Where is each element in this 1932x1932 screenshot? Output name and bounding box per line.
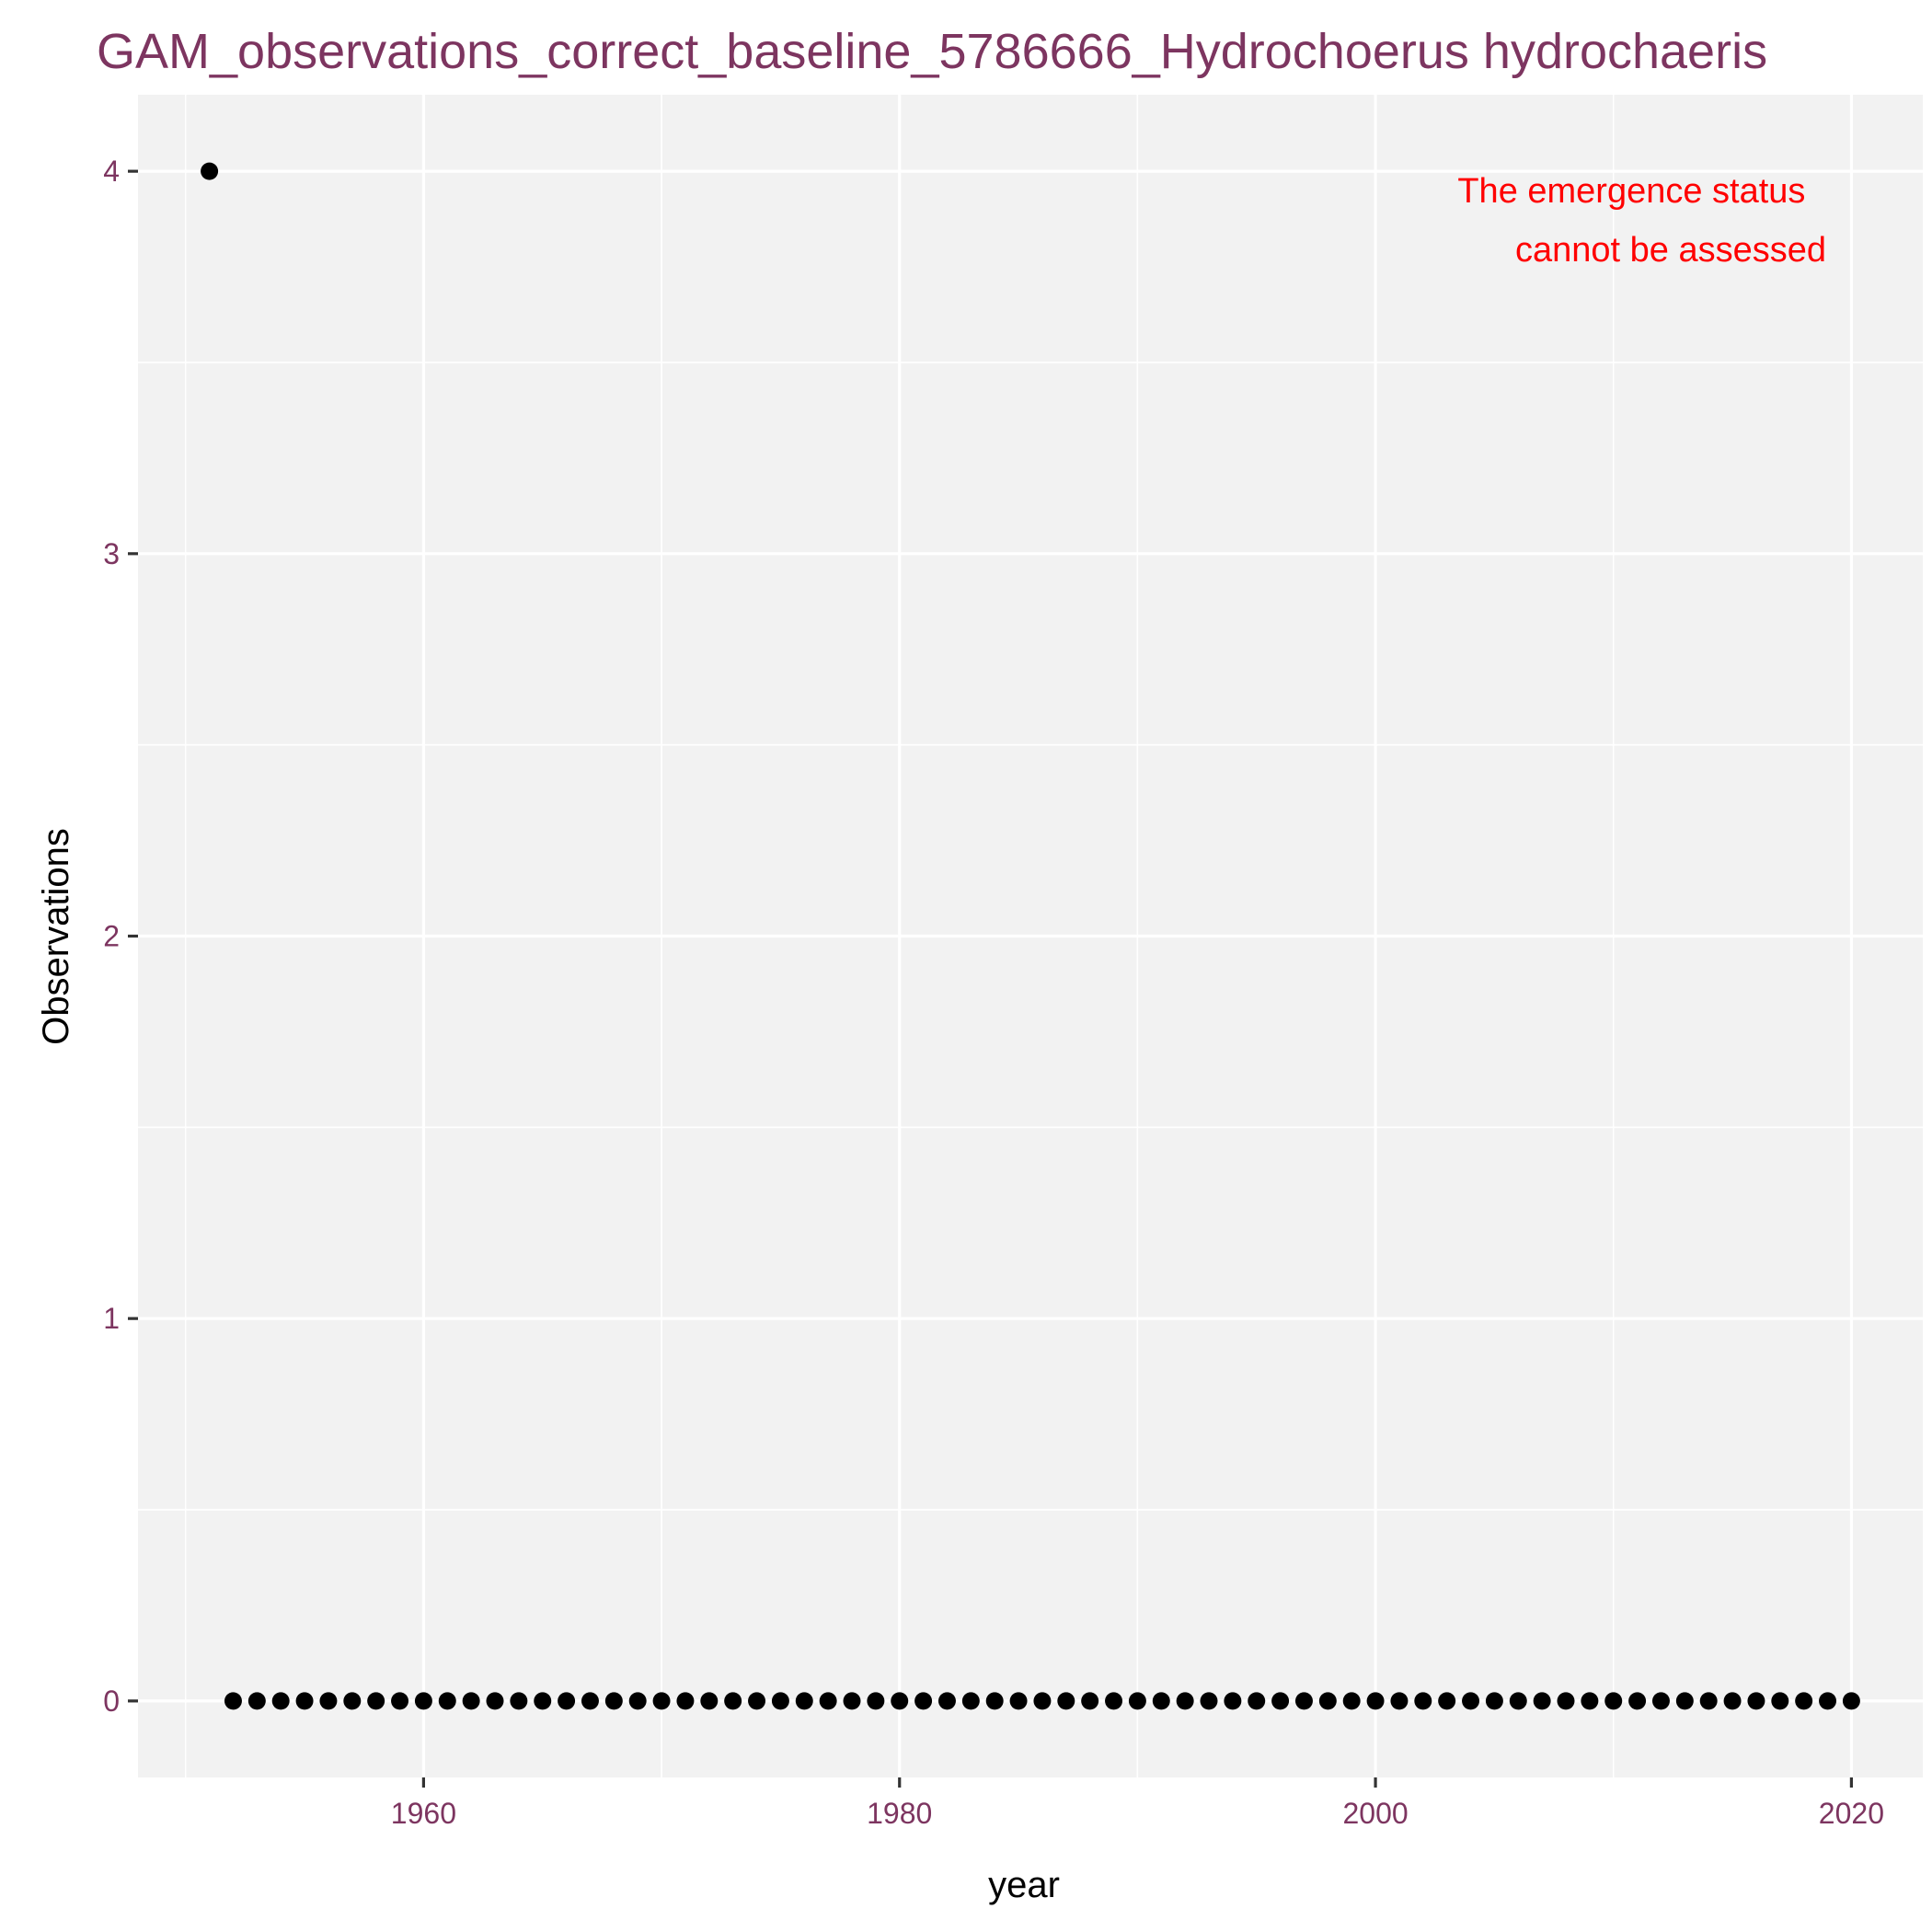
data-point — [271, 1692, 290, 1710]
data-point — [985, 1692, 1004, 1710]
x-tick-label: 1980 — [867, 1797, 932, 1830]
data-point — [771, 1692, 789, 1710]
data-point — [1699, 1692, 1718, 1710]
data-point — [391, 1692, 409, 1710]
y-tick-label: 1 — [103, 1302, 120, 1335]
x-tick-label: 2000 — [1342, 1797, 1408, 1830]
data-point — [534, 1692, 552, 1710]
data-point — [486, 1692, 504, 1710]
data-point — [1366, 1692, 1385, 1710]
data-point — [1628, 1692, 1647, 1710]
data-point — [343, 1692, 362, 1710]
data-point — [1723, 1692, 1742, 1710]
annotation-line-1: The emergence status — [1457, 172, 1805, 211]
data-point — [1318, 1692, 1337, 1710]
data-point — [1033, 1692, 1052, 1710]
data-point — [1128, 1692, 1146, 1710]
data-point — [1081, 1692, 1099, 1710]
data-point — [414, 1692, 432, 1710]
annotation-line-2: cannot be assessed — [1515, 231, 1826, 270]
data-point — [1438, 1692, 1456, 1710]
data-point — [1105, 1692, 1123, 1710]
emergence-annotation: The emergence status cannot be assessed — [1457, 172, 1826, 270]
data-point — [201, 162, 219, 180]
data-point — [581, 1692, 599, 1710]
data-points — [201, 162, 1860, 1710]
y-axis: 0 1 2 3 4 — [103, 155, 138, 1718]
data-point — [1581, 1692, 1599, 1710]
data-point — [867, 1692, 885, 1710]
data-point — [937, 1692, 956, 1710]
data-point — [1390, 1692, 1409, 1710]
data-point — [1176, 1692, 1194, 1710]
data-point — [1248, 1692, 1266, 1710]
y-tick-label: 4 — [103, 155, 120, 188]
y-axis-title: Observations — [36, 828, 76, 1045]
data-point — [1414, 1692, 1432, 1710]
data-point — [628, 1692, 647, 1710]
data-point — [462, 1692, 480, 1710]
data-point — [367, 1692, 385, 1710]
data-point — [961, 1692, 980, 1710]
data-point — [1795, 1692, 1813, 1710]
data-point — [247, 1692, 266, 1710]
chart-title: GAM_observations_correct_baseline_578666… — [97, 24, 1767, 79]
data-point — [1342, 1692, 1361, 1710]
data-point — [748, 1692, 766, 1710]
data-point — [1557, 1692, 1575, 1710]
x-tick-label: 2020 — [1819, 1797, 1884, 1830]
data-point — [1271, 1692, 1290, 1710]
data-point — [1200, 1692, 1218, 1710]
y-tick-label: 0 — [103, 1685, 120, 1718]
data-point — [1604, 1692, 1623, 1710]
data-point — [1009, 1692, 1028, 1710]
data-point — [1057, 1692, 1075, 1710]
data-point — [1533, 1692, 1551, 1710]
data-point — [224, 1692, 242, 1710]
x-tick-label: 1960 — [391, 1797, 456, 1830]
data-point — [319, 1692, 338, 1710]
data-point — [438, 1692, 456, 1710]
data-point — [1224, 1692, 1242, 1710]
data-point — [1294, 1692, 1313, 1710]
data-point — [1152, 1692, 1170, 1710]
data-point — [1842, 1692, 1860, 1710]
x-axis: 1960 1980 2000 2020 — [391, 1777, 1884, 1830]
data-point — [1675, 1692, 1694, 1710]
data-point — [1509, 1692, 1527, 1710]
data-point — [795, 1692, 813, 1710]
x-axis-title: year — [988, 1865, 1060, 1905]
data-point — [652, 1692, 671, 1710]
data-point — [1651, 1692, 1670, 1710]
data-point — [700, 1692, 719, 1710]
data-point — [914, 1692, 933, 1710]
data-point — [676, 1692, 695, 1710]
grid-major — [138, 95, 1923, 1777]
data-point — [295, 1692, 314, 1710]
data-point — [891, 1692, 909, 1710]
data-point — [510, 1692, 528, 1710]
data-point — [1747, 1692, 1765, 1710]
data-point — [1485, 1692, 1503, 1710]
data-point — [1771, 1692, 1789, 1710]
data-point — [1819, 1692, 1837, 1710]
y-tick-label: 2 — [103, 920, 120, 953]
data-point — [819, 1692, 837, 1710]
data-point — [558, 1692, 576, 1710]
data-point — [1462, 1692, 1480, 1710]
data-point — [604, 1692, 623, 1710]
y-tick-label: 3 — [103, 537, 120, 570]
data-point — [724, 1692, 742, 1710]
data-point — [843, 1692, 861, 1710]
